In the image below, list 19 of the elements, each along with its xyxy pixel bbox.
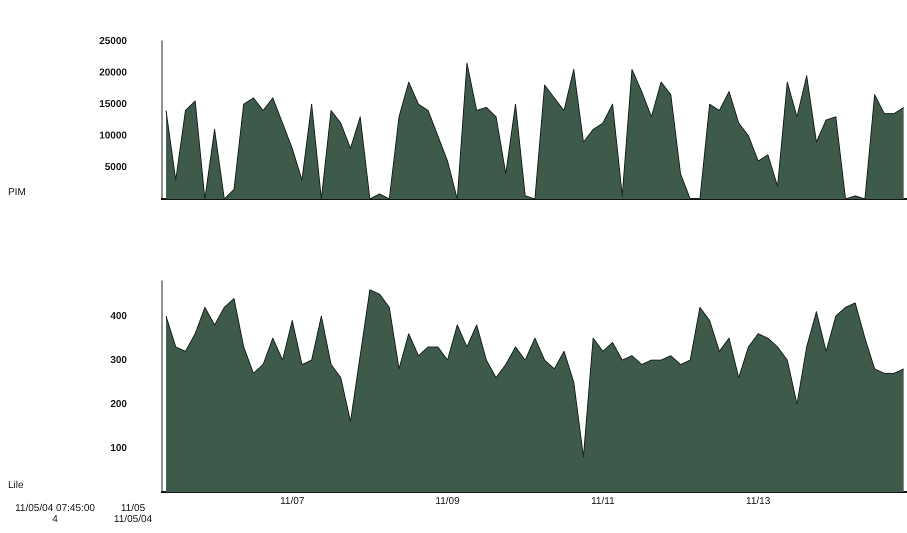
y-tick-label: 25000 xyxy=(99,36,128,47)
y-tick-label: 10000 xyxy=(99,130,128,142)
x-tick-label: 11/07 xyxy=(280,496,305,507)
text: 4 xyxy=(52,514,58,525)
y-tick-label: 300 xyxy=(110,354,128,366)
y-tick-label: 5000 xyxy=(104,162,128,174)
text: 11/05/04 07:45:00 xyxy=(15,502,96,514)
y-tick-label: 15000 xyxy=(99,98,128,110)
text: 11/05 xyxy=(120,502,146,514)
y-tick-label: 20000 xyxy=(99,67,128,78)
text: 11/05/04 xyxy=(114,514,153,525)
x-tick-label: 11/09 xyxy=(435,496,460,507)
y-axis-title: Lile xyxy=(8,480,24,491)
y-tick-label: 100 xyxy=(110,442,128,454)
y-tick-label: 400 xyxy=(110,310,128,322)
y-axis-title: PIM xyxy=(8,186,26,198)
x-tick-label: 11/11 xyxy=(591,496,616,507)
y-tick-label: 200 xyxy=(110,398,128,410)
x-tick-label: 11/13 xyxy=(746,496,771,507)
